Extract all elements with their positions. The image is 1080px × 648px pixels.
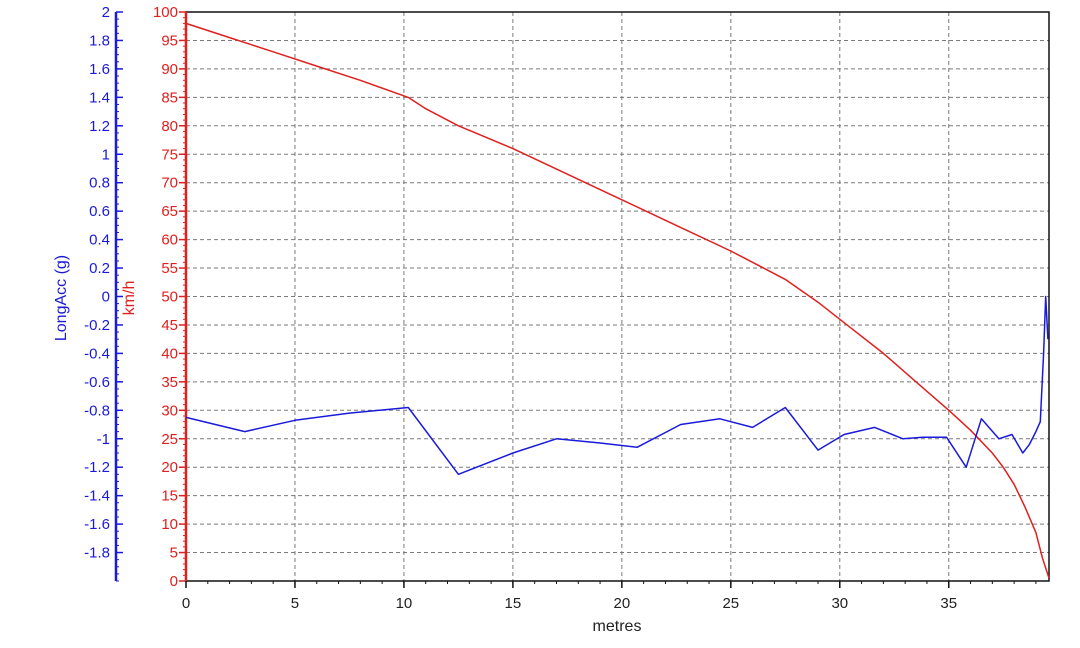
grid-lines — [186, 12, 1049, 581]
longacc-tick-label: -1.2 — [84, 459, 110, 476]
x-axis-title: metres — [593, 618, 642, 635]
longacc-tick-label: 2 — [102, 4, 110, 21]
x-tick-label: 15 — [505, 595, 522, 612]
series-group — [185, 22, 1050, 579]
speed-tick-label: 25 — [161, 431, 178, 448]
x-tick-label: 35 — [940, 595, 957, 612]
speed-tick-label: 0 — [170, 573, 178, 590]
speed-tick-label: 45 — [161, 317, 178, 334]
speed-tick-label: 75 — [161, 146, 178, 163]
x-tick-label: 10 — [396, 595, 413, 612]
longacc-tick-label: 0.8 — [89, 175, 110, 192]
longacc-tick-label: 1 — [102, 146, 110, 163]
speed-tick-label: 30 — [161, 402, 178, 419]
longacc-tick-label: 1.2 — [89, 118, 110, 135]
longacc-tick-label: -0.4 — [84, 345, 110, 362]
x-tick-label: 0 — [182, 595, 190, 612]
speed-tick-label: 40 — [161, 345, 178, 362]
longacc-tick-label: 1.8 — [89, 32, 110, 49]
longacc-tick-label: 0.4 — [89, 232, 110, 249]
longacc-tick-label: -0.6 — [84, 374, 110, 391]
longacc-tick-label: -1.8 — [84, 545, 110, 562]
speed-tick-label: 95 — [161, 32, 178, 49]
longacc-tick-label: -1.6 — [84, 516, 110, 533]
speed-tick-label: 100 — [153, 4, 178, 21]
speed-axis: 1009590858075706560555045403530252015105… — [153, 4, 188, 590]
speed-tick-label: 65 — [161, 203, 178, 220]
longacc-tick-label: -1.4 — [84, 488, 110, 505]
speed-tick-label: 20 — [161, 459, 178, 476]
speed-tick-label: 90 — [161, 61, 178, 78]
speed-tick-label: 55 — [161, 260, 178, 277]
speed-tick-label: 80 — [161, 118, 178, 135]
speed-tick-label: 70 — [161, 175, 178, 192]
speed-series-line — [185, 22, 1050, 579]
y-axis-title-longacc: LongAcc (g) — [53, 255, 70, 341]
longacc-axis: 2 1.8 1.6 1.4 1.2 1 0.8 0.6 0.4 0.2 0 -0.2 -0.4 -0.6 -… — [84, 4, 123, 582]
speed-tick-label: 50 — [161, 289, 178, 306]
speed-tick-label: 15 — [161, 488, 178, 505]
speed-tick-label: 60 — [161, 232, 178, 249]
x-tick-label: 30 — [831, 595, 848, 612]
speed-tick-label: 85 — [161, 89, 178, 106]
x-tick-label: 5 — [291, 595, 299, 612]
x-tick-label: 20 — [614, 595, 631, 612]
longacc-tick-label: -0.2 — [84, 317, 110, 334]
longacc-tick-label: -1 — [97, 431, 110, 448]
longacc-tick-label: 0 — [102, 289, 110, 306]
longacc-tick-label: 1.4 — [89, 89, 110, 106]
longacc-tick-label: -0.8 — [84, 402, 110, 419]
longacc-tick-label: 1.6 — [89, 61, 110, 78]
x-axis: 0 5 10 15 20 25 30 35 — [182, 581, 1037, 612]
longacc-tick-label: 0.2 — [89, 260, 110, 277]
speed-tick-label: 5 — [170, 545, 178, 562]
longacc-series-line — [185, 295, 1049, 476]
x-tick-label: 25 — [722, 595, 739, 612]
y-axis-title-speed: km/h — [121, 281, 138, 316]
speed-tick-label: 10 — [161, 516, 178, 533]
speed-tick-label: 35 — [161, 374, 178, 391]
longacc-tick-label: 0.6 — [89, 203, 110, 220]
